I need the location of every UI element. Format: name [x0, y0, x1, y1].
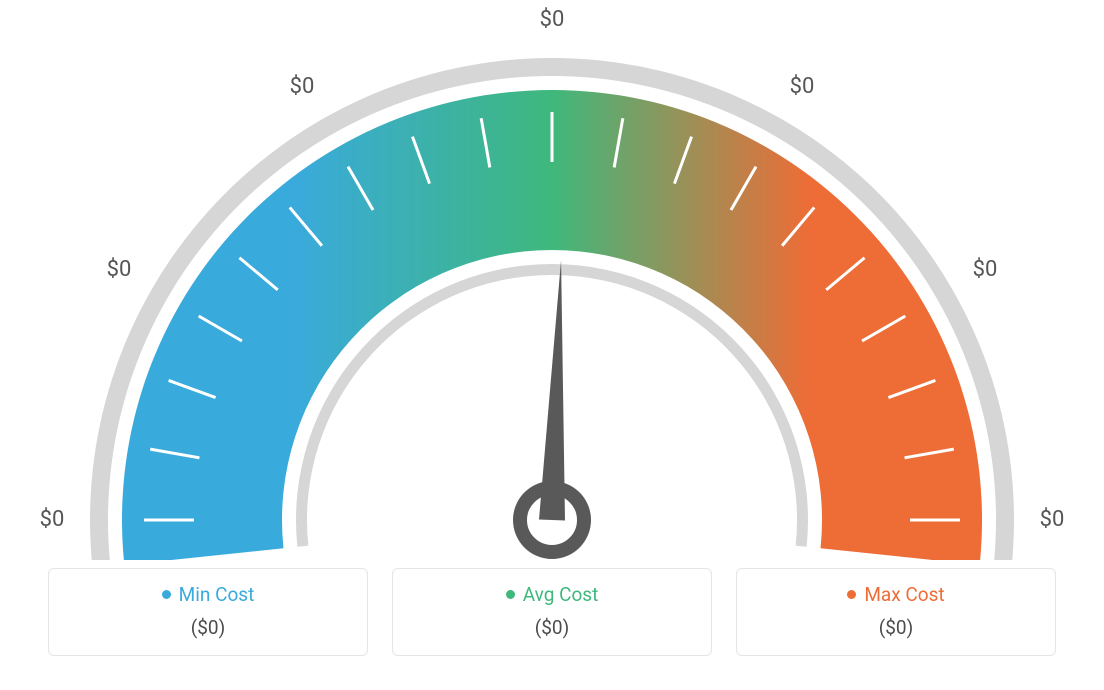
scale-label: $0: [540, 7, 565, 32]
legend-min-value: ($0): [67, 616, 349, 639]
scale-label: $0: [107, 257, 132, 282]
legend-min-label: Min Cost: [179, 583, 255, 606]
legend-dot-avg: [506, 590, 515, 599]
legend-avg-value: ($0): [411, 616, 693, 639]
legend-card-avg: Avg Cost ($0): [392, 568, 712, 656]
legend-max-value: ($0): [755, 616, 1037, 639]
scale-label: $0: [40, 507, 65, 532]
legend-min-label-row: Min Cost: [67, 583, 349, 606]
legend-dot-max: [847, 590, 856, 599]
legend-avg-label-row: Avg Cost: [411, 583, 693, 606]
scale-label: $0: [290, 74, 315, 99]
legend-dot-min: [162, 590, 171, 599]
legend-row: Min Cost ($0) Avg Cost ($0) Max Cost ($0…: [0, 568, 1104, 656]
legend-max-label: Max Cost: [864, 583, 944, 606]
legend-max-label-row: Max Cost: [755, 583, 1037, 606]
legend-card-max: Max Cost ($0): [736, 568, 1056, 656]
chart-container: $0 $0 $0 $0 $0 $0 $0 Min Cost ($0) Avg Cost ($…: [0, 0, 1104, 690]
gauge-area: $0 $0 $0 $0 $0 $0 $0: [0, 0, 1104, 560]
legend-card-min: Min Cost ($0): [48, 568, 368, 656]
scale-label: $0: [790, 74, 815, 99]
scale-label: $0: [973, 257, 998, 282]
scale-label: $0: [1040, 507, 1065, 532]
gauge-svg: $0 $0 $0 $0 $0 $0 $0: [0, 0, 1104, 560]
legend-avg-label: Avg Cost: [523, 583, 599, 606]
